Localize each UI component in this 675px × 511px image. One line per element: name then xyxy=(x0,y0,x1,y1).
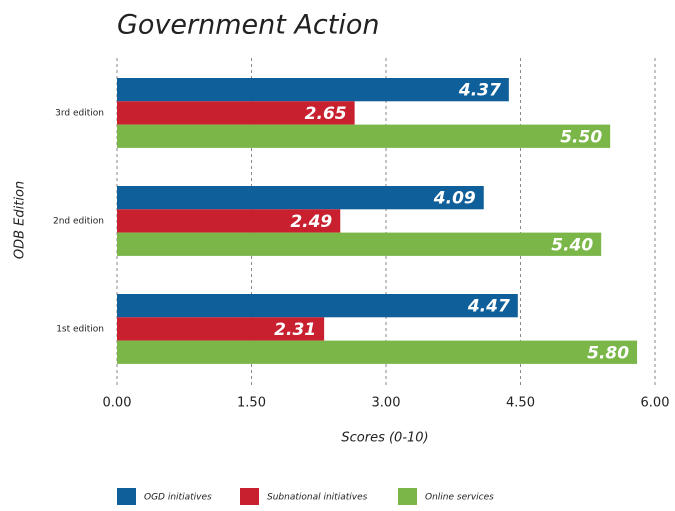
legend-label: Online services xyxy=(425,493,494,503)
bar xyxy=(117,209,341,233)
bar xyxy=(117,101,355,125)
x-tick-label: 0.00 xyxy=(103,396,132,411)
bar xyxy=(117,340,638,364)
bar xyxy=(117,78,509,102)
bar xyxy=(117,186,484,210)
data-label: 4.47 xyxy=(467,297,510,317)
data-label: 5.80 xyxy=(587,343,629,363)
legend-swatch xyxy=(240,488,259,505)
bar xyxy=(117,294,518,318)
chart-title: Government Action xyxy=(117,10,379,41)
x-tick-label: 6.00 xyxy=(641,396,670,411)
bar xyxy=(117,317,325,341)
x-tick-label: 4.50 xyxy=(506,396,535,411)
y-axis-label: ODB Edition xyxy=(13,181,28,259)
bar xyxy=(117,232,602,256)
data-label: 4.09 xyxy=(433,189,476,209)
legend-label: Subnational initiatives xyxy=(267,493,368,503)
x-axis-label: Scores (0-10) xyxy=(341,431,428,446)
x-tick-label: 1.50 xyxy=(237,396,266,411)
data-label: 5.40 xyxy=(551,235,593,255)
data-label: 2.65 xyxy=(305,104,347,124)
y-tick-label: 2nd edition xyxy=(53,216,104,226)
legend-swatch xyxy=(117,488,136,505)
bar xyxy=(117,124,611,148)
data-label: 4.37 xyxy=(458,81,501,101)
data-label: 2.31 xyxy=(274,320,316,340)
data-label: 2.49 xyxy=(290,212,332,232)
y-tick-label: 1st edition xyxy=(56,324,104,334)
legend-label: OGD initiatives xyxy=(144,493,212,503)
y-tick-label: 3rd edition xyxy=(55,108,104,118)
x-tick-label: 3.00 xyxy=(372,396,401,411)
legend-swatch xyxy=(398,488,417,505)
data-label: 5.50 xyxy=(560,127,602,147)
